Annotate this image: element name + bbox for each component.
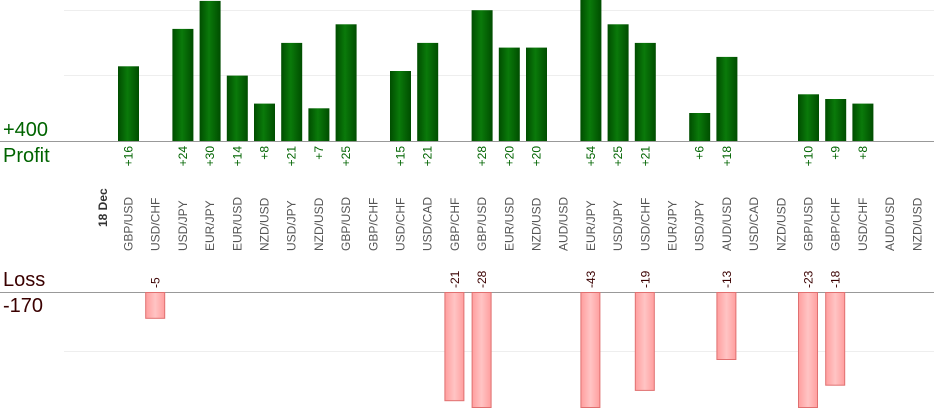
loss-scale-label: -170 bbox=[3, 295, 44, 317]
category-label: USD/CHF bbox=[856, 198, 870, 251]
profit-value-label: +28 bbox=[475, 146, 489, 167]
profit-value-label: +14 bbox=[230, 146, 244, 167]
loss-bar bbox=[444, 292, 465, 402]
profit-bar bbox=[580, 0, 602, 141]
category-label: AUD/USD bbox=[557, 197, 571, 251]
category-label: GBP/USD bbox=[122, 197, 136, 251]
profit-value-label: +8 bbox=[856, 146, 870, 160]
category-label: GBP/USD bbox=[475, 197, 489, 251]
profit-scale-label: +400 bbox=[3, 119, 49, 141]
profit-value-label: +25 bbox=[611, 146, 625, 167]
profit-value-label: +30 bbox=[203, 146, 217, 167]
profit-value-label: +6 bbox=[693, 146, 707, 160]
profit-bar bbox=[254, 103, 275, 141]
loss-bar bbox=[471, 292, 492, 408]
profit-bar bbox=[335, 24, 357, 142]
profit-value-label: +18 bbox=[720, 146, 734, 167]
loss-bar bbox=[716, 292, 737, 360]
profit-value-label: +9 bbox=[829, 146, 843, 160]
loss-value-label: -13 bbox=[720, 270, 734, 288]
category-label: USD/JPY bbox=[693, 200, 707, 251]
profit-bar bbox=[798, 94, 819, 141]
category-label: USD/CHF bbox=[394, 198, 408, 251]
profit-bar bbox=[825, 99, 847, 141]
profit-value-label: +25 bbox=[339, 146, 353, 167]
loss-bar bbox=[798, 292, 818, 408]
category-label: GBP/USD bbox=[339, 197, 353, 251]
profit-value-label: +15 bbox=[394, 146, 408, 167]
loss-bar bbox=[145, 292, 166, 319]
loss-value-label: -5 bbox=[149, 277, 163, 288]
loss-bar bbox=[580, 292, 601, 408]
category-label: EUR/JPY bbox=[203, 200, 217, 251]
profit-value-label: +20 bbox=[502, 146, 516, 167]
profit-bar bbox=[634, 42, 656, 141]
category-label: USD/JPY bbox=[176, 200, 190, 251]
value-labels: +16 -5 +24 +30 +14 +8 +21 +7 +25 +15 +21 -21 +28 -28 +… bbox=[122, 146, 870, 288]
category-label: USD/CHF bbox=[149, 198, 163, 251]
category-label: USD/JPY bbox=[285, 200, 299, 251]
loss-value-label: -21 bbox=[448, 270, 462, 288]
category-label: USD/CHF bbox=[638, 198, 652, 251]
category-label: GBP/CHF bbox=[829, 198, 843, 251]
category-label: AUD/USD bbox=[720, 197, 734, 251]
loss-value-label: -28 bbox=[475, 270, 489, 288]
category-label: EUR/JPY bbox=[666, 200, 680, 251]
loss-bar bbox=[825, 292, 846, 386]
profit-axis-label: Profit bbox=[3, 145, 50, 167]
category-label: NZD/USD bbox=[910, 197, 924, 251]
profit-bar bbox=[607, 24, 629, 142]
loss-bar bbox=[634, 292, 655, 391]
profit-bar bbox=[498, 47, 520, 141]
profit-value-label: +10 bbox=[802, 146, 816, 167]
category-label: AUD/USD bbox=[883, 197, 897, 251]
profit-value-label: +21 bbox=[421, 146, 435, 167]
category-label: EUR/USD bbox=[502, 197, 516, 251]
profit-value-label: +16 bbox=[122, 146, 136, 167]
category-label: EUR/USD bbox=[230, 197, 244, 251]
category-label: USD/CAD bbox=[421, 197, 435, 251]
loss-value-label: -19 bbox=[638, 270, 652, 288]
loss-value-label: -43 bbox=[584, 270, 598, 288]
category-label: NZD/USD bbox=[530, 197, 544, 251]
profit-bar bbox=[417, 42, 439, 141]
profit-value-label: +24 bbox=[176, 146, 190, 167]
category-label: NZD/USD bbox=[258, 197, 272, 251]
profit-value-label: +54 bbox=[584, 146, 598, 167]
profit-value-label: +8 bbox=[258, 146, 272, 160]
profit-bar bbox=[852, 103, 874, 141]
profit-value-label: +21 bbox=[638, 146, 652, 167]
category-labels: GBP/USD USD/CHF USD/JPY EUR/JPY EUR/USD NZD/U… bbox=[122, 197, 925, 251]
profit-bar bbox=[716, 56, 738, 141]
profit-bar bbox=[689, 113, 711, 141]
loss-axis-label: Loss bbox=[3, 269, 46, 291]
profit-value-label: +7 bbox=[312, 146, 326, 160]
profit-bar bbox=[226, 75, 248, 141]
bar-marks bbox=[118, 0, 874, 408]
category-label: GBP/USD bbox=[802, 197, 816, 251]
profit-bar bbox=[199, 0, 221, 142]
profit-bar bbox=[172, 28, 194, 141]
category-label: NZD/USD bbox=[774, 197, 788, 251]
loss-value-label: -23 bbox=[802, 270, 816, 288]
category-label: USD/JPY bbox=[611, 200, 625, 251]
profit-bar bbox=[471, 10, 493, 142]
profit-bar bbox=[390, 71, 411, 141]
profit-value-label: +21 bbox=[285, 146, 299, 167]
profit-value-label: +20 bbox=[530, 146, 544, 167]
date-label: 18 Dec bbox=[96, 188, 110, 227]
category-label: GBP/CHF bbox=[366, 198, 380, 251]
profit-bar bbox=[281, 42, 303, 141]
profit-bar bbox=[118, 66, 139, 141]
profit-bar bbox=[526, 47, 547, 141]
category-label: GBP/CHF bbox=[448, 198, 462, 251]
category-label: USD/CAD bbox=[747, 197, 761, 251]
category-label: EUR/JPY bbox=[584, 200, 598, 251]
loss-value-label: -18 bbox=[829, 270, 843, 288]
profit-bar bbox=[308, 108, 330, 141]
category-label: NZD/USD bbox=[312, 197, 326, 251]
